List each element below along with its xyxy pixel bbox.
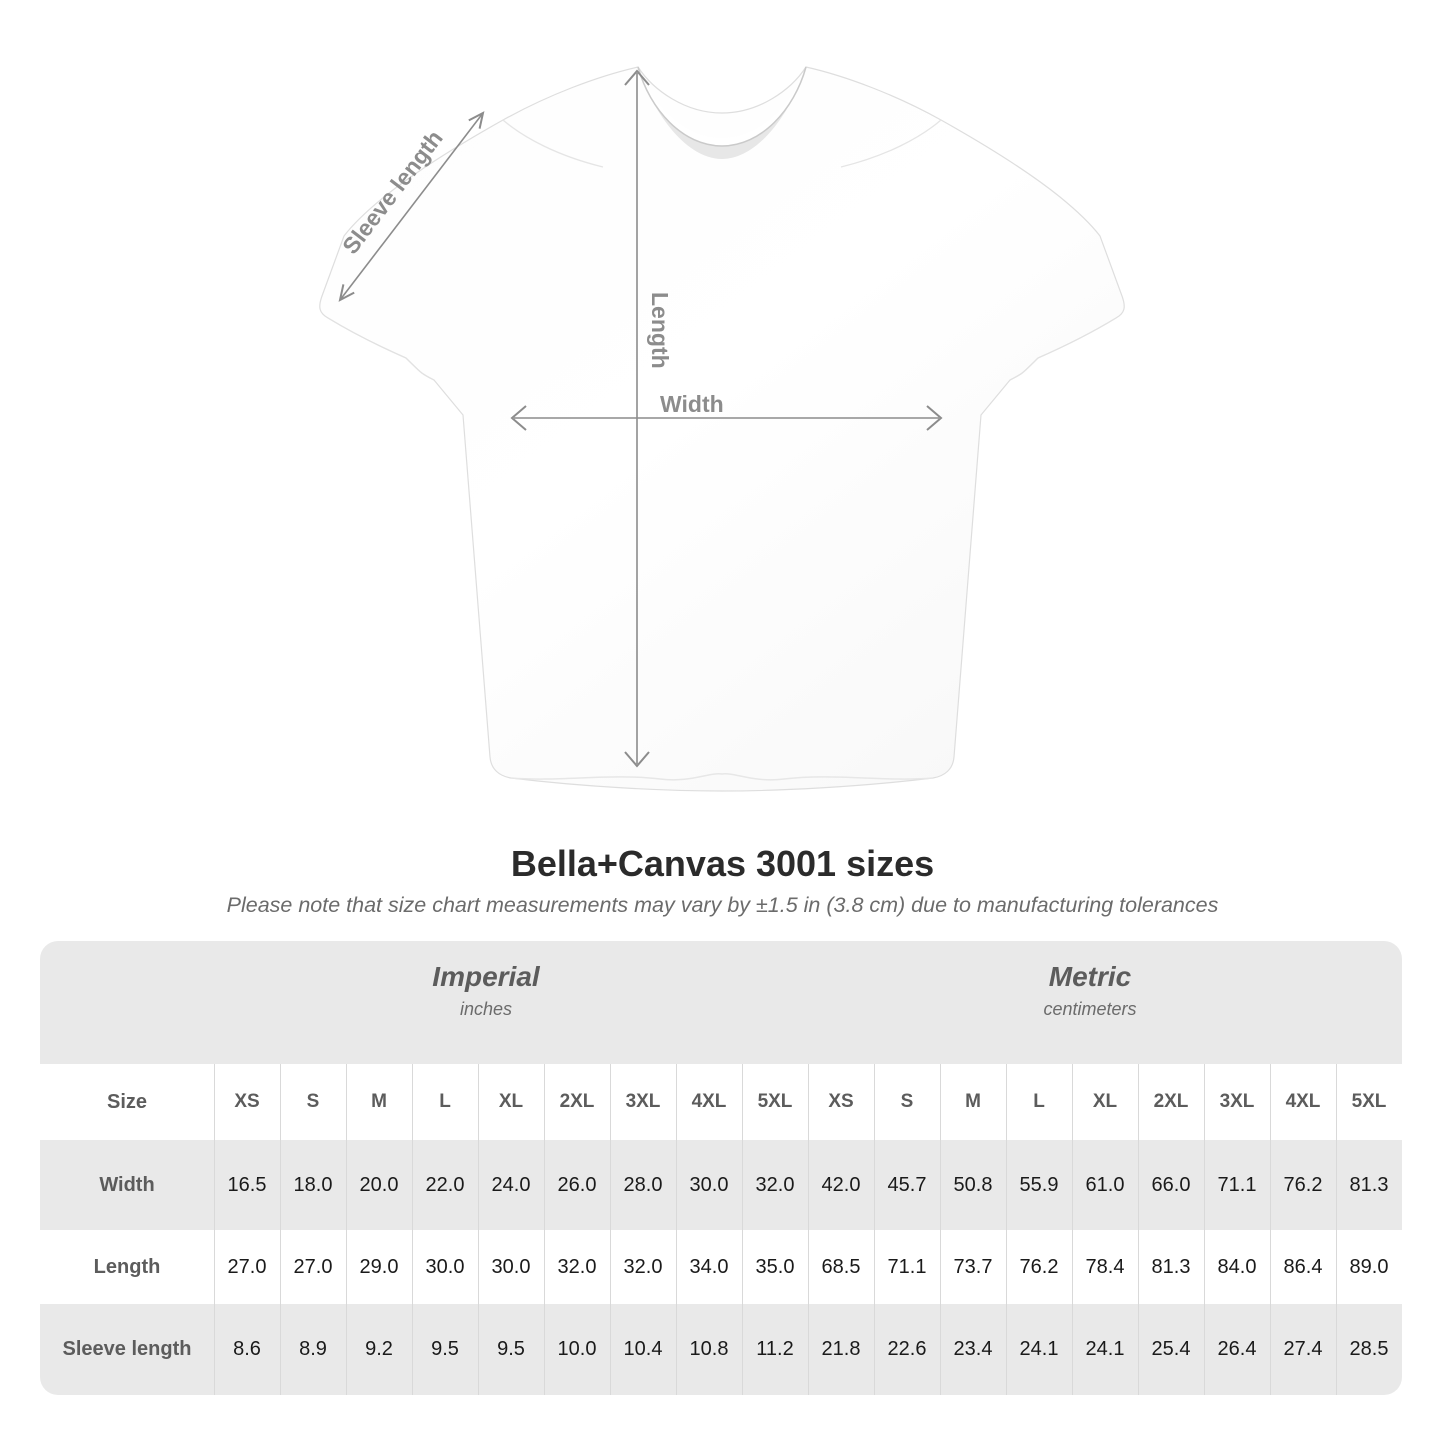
svg-text:Length: Length [647,292,673,369]
svg-text:Width: Width [660,391,724,417]
